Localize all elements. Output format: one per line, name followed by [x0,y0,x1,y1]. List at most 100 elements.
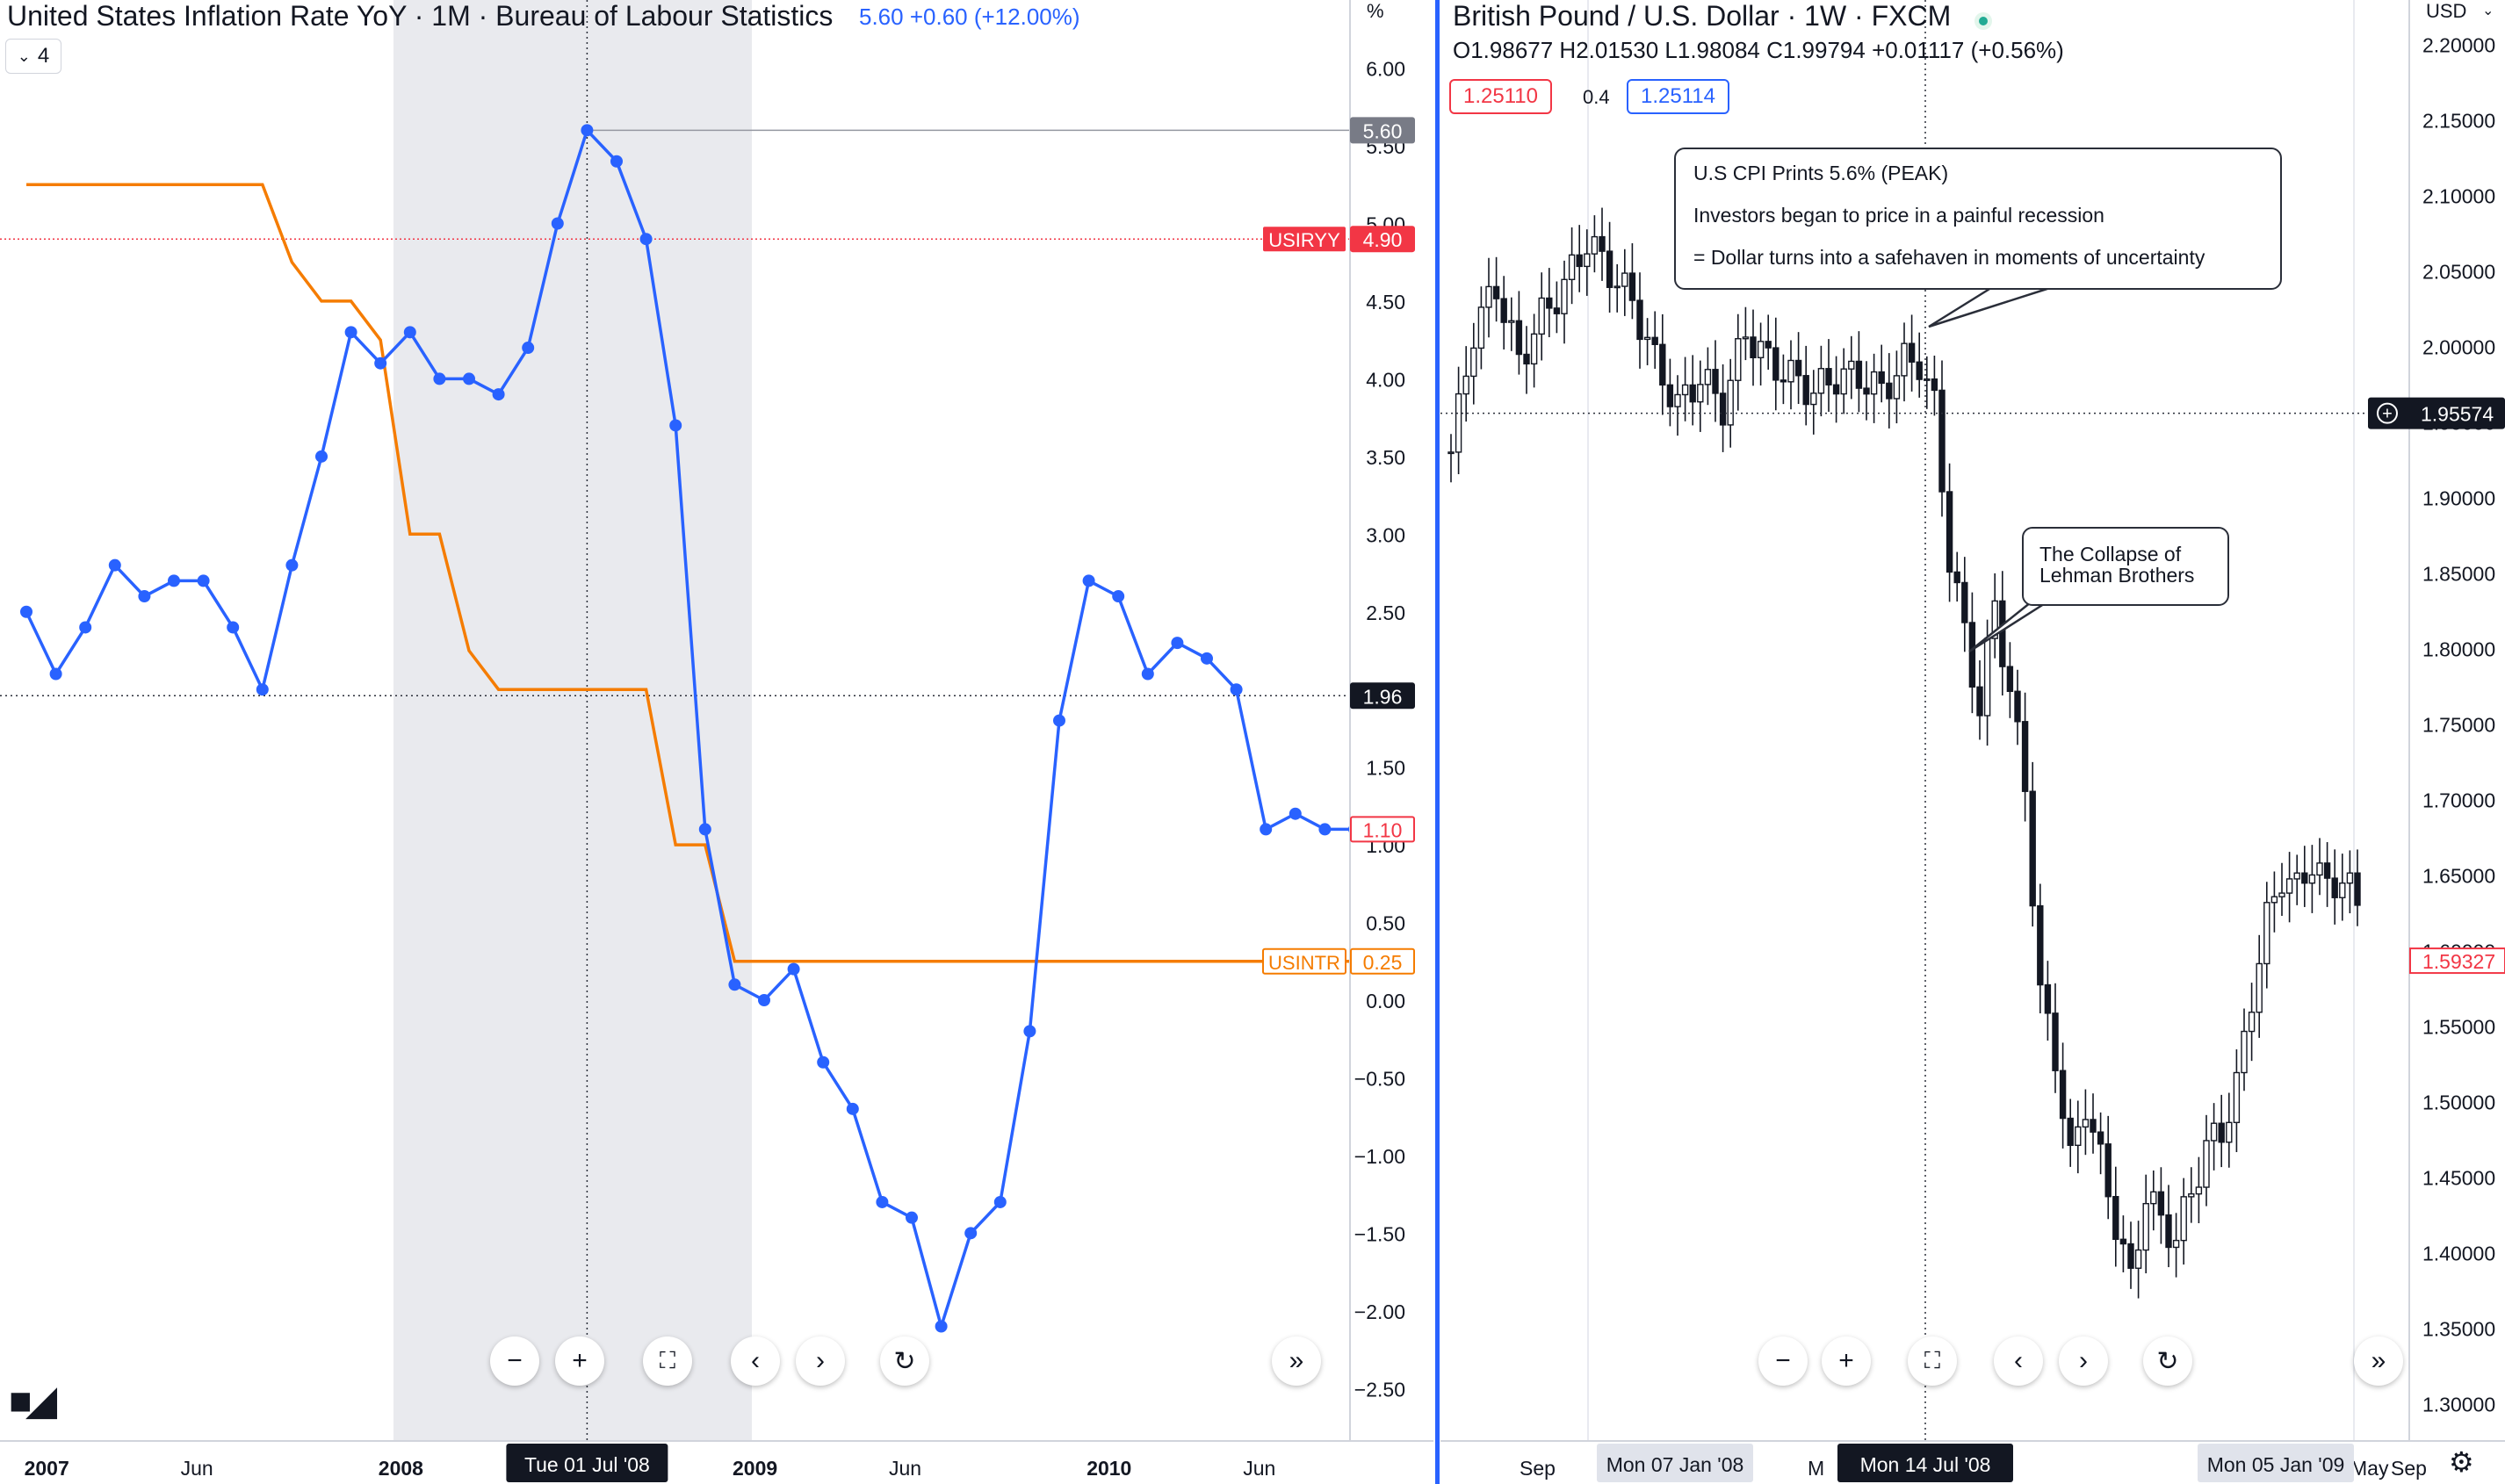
candle-body [2270,896,2278,904]
candle-body [2157,1191,2165,1216]
x-tick-label: Sep [2391,1457,2427,1480]
candle-body [2112,1196,2119,1241]
callout-line-2: Investors began to price in a painful re… [1693,204,2104,227]
date-label-1-bg [1597,1444,1753,1482]
y-tick-label: 2.15000 [2422,110,2495,133]
usiryy-point [1082,574,1095,587]
panel-divider-line[interactable] [1435,0,1440,1484]
candle-body [1855,360,1863,389]
candle-body [1893,375,1901,400]
fullscreen-button[interactable]: ⛶ [1908,1336,1957,1386]
candle-body [1636,299,1643,341]
candle-body [2067,1117,2074,1146]
candle-body [1999,600,2006,667]
zoom-in-button[interactable]: + [555,1336,604,1386]
minus-icon: − [507,1346,523,1375]
candle-body [2308,874,2316,884]
candle-body [1553,307,1561,314]
usiryy-point [197,574,210,587]
gbpusd-chart-svg[interactable]: 2.200002.150002.100002.050002.000001.950… [1440,0,2505,1484]
y-tick-label: 1.80000 [2422,638,2495,661]
zoom-in-button[interactable]: + [1822,1336,1871,1386]
candle-body [1455,393,1462,453]
scroll-to-end-button[interactable]: » [1272,1336,1321,1386]
scroll-left-button[interactable]: ‹ [1994,1336,2043,1386]
y-tick-label: 6.00 [1366,58,1405,81]
y-tick-label: 2.50 [1366,602,1405,624]
y-tick-label: 1.85000 [2422,563,2495,586]
crosshair-date-bg [1837,1444,2013,1482]
cpi-peak-callout[interactable]: U.S CPI Prints 5.6% (PEAK) Investors beg… [1674,148,2282,290]
candle-body [2323,862,2331,879]
candle-body [1983,638,1991,717]
cpi-chart-svg[interactable]: 6.005.505.004.504.003.503.002.502.001.50… [0,0,1433,1484]
y-tick-label: 0.50 [1366,912,1405,935]
buy-price-button[interactable]: 1.25114 [1627,79,1729,114]
zoom-out-button[interactable]: − [490,1336,539,1386]
usiryy-point [138,590,151,603]
scroll-left-button[interactable]: ‹ [731,1336,780,1386]
candle-body [1492,285,1500,299]
y-tick-label: 3.50 [1366,446,1405,469]
crosshair-price-label: 1.95574 [2421,403,2494,426]
y-tick-label: 2.20000 [2422,34,2495,57]
zoom-out-button[interactable]: − [1758,1336,1808,1386]
x-tick-label: 2009 [733,1457,777,1480]
x-tick-label: Jun [181,1457,213,1480]
lehman-callout[interactable]: The Collapse of Lehman Brothers [2022,527,2229,606]
interval-dropdown[interactable]: ⌄ 4 [5,39,61,74]
cpi-title: United States Inflation Rate YoY · 1M · … [7,0,834,32]
y-tick-label: 2.00000 [2422,336,2495,359]
fullscreen-icon: ⛶ [659,1347,676,1373]
cpi-end-tag: 1.10 [1363,818,1403,841]
candle-body [2195,1186,2203,1195]
candle-body [1719,393,1727,426]
chevron-down-icon[interactable]: ⌄ [2482,4,2494,18]
candle-body [1500,298,1507,323]
candle-body [1628,272,1636,301]
candle-body [1568,254,1576,280]
y-tick-label: 3.00 [1366,523,1405,546]
candle-body [2331,877,2338,898]
scroll-right-button[interactable]: › [2059,1336,2108,1386]
candle-body [1779,379,1787,383]
usiryy-point [168,574,180,587]
y-tick-label: 1.40000 [2422,1243,2495,1265]
candle-body [2301,872,2308,884]
usiryy-point [227,621,240,634]
candle-body [2029,790,2036,907]
gbpusd-chart-panel[interactable]: 2.200002.150002.100002.050002.000001.950… [1440,0,2505,1484]
reset-button[interactable]: ↻ [2143,1336,2192,1386]
y-tick-label: 1.50000 [2422,1091,2495,1114]
candle-body [2150,1191,2157,1205]
lehman-line-2: Lehman Brothers [2039,564,2195,587]
usiryy-point [1260,823,1273,836]
y-tick-label: −2.00 [1354,1300,1405,1323]
scroll-to-end-button[interactable]: » [2354,1336,2403,1386]
candle-body [2059,1070,2067,1120]
chevron-right-icon: › [816,1346,825,1375]
candle-body [1681,384,1689,396]
usintr-value-tag-bg [1350,947,1415,975]
usiryy-point [315,450,328,463]
crosshair-value-tag: 1.96 [1363,685,1403,708]
crosshair-date-label: Tue 01 Jul '08 [524,1453,650,1476]
candle-body [1787,359,1794,383]
x-tick-label: May [2350,1457,2389,1480]
tradingview-logo-icon: ■◢ [9,1380,56,1423]
y-tick-label: 0.00 [1366,990,1405,1012]
candle-body [1817,368,1825,394]
candle-body [2226,1121,2233,1143]
reset-button[interactable]: ↻ [880,1336,929,1386]
scroll-right-button[interactable]: › [796,1336,845,1386]
candle-body [1666,384,1674,407]
date-label-2: Mon 05 Jan '09 [2207,1453,2345,1476]
fullscreen-icon: ⛶ [1924,1347,1941,1373]
sell-price-button[interactable]: 1.25110 [1449,79,1552,114]
y-tick-label: 1.55000 [2422,1016,2495,1039]
usiryy-point [463,372,475,385]
cpi-end-tag-bg [1350,816,1415,843]
fullscreen-button[interactable]: ⛶ [643,1336,692,1386]
cpi-chart-panel[interactable]: 6.005.505.004.504.003.503.002.502.001.50… [0,0,1433,1484]
gear-icon[interactable]: ⚙ [2449,1446,2474,1478]
